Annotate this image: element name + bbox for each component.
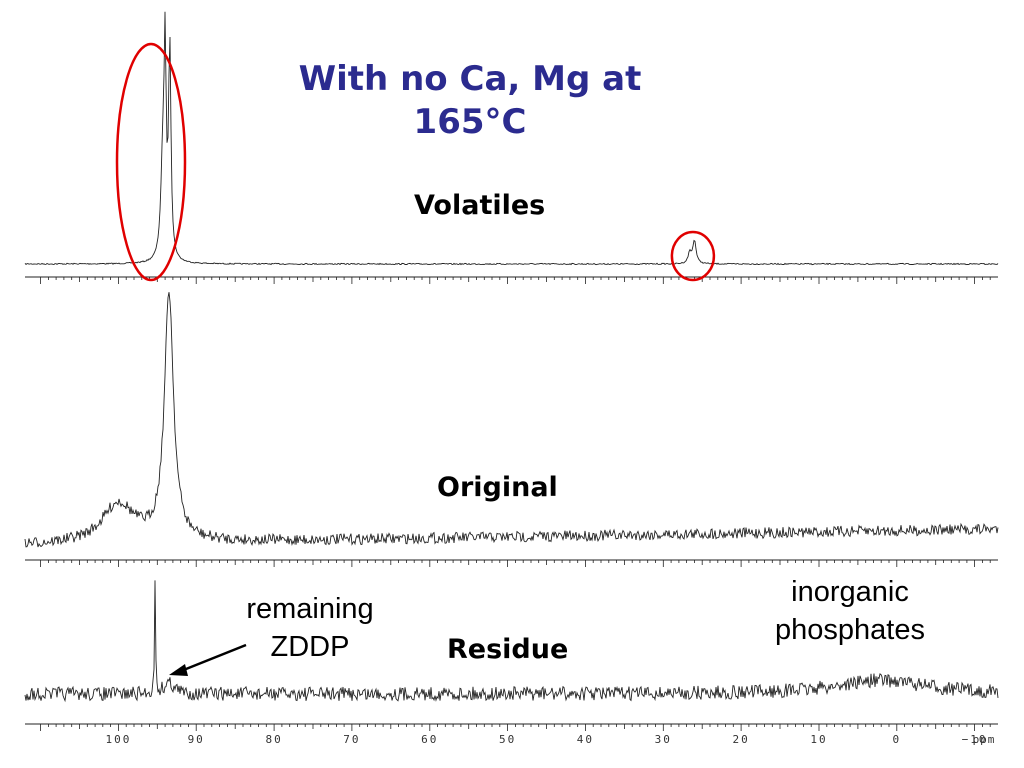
x-tick-label: 60: [421, 733, 438, 746]
x-tick-label: 20: [732, 733, 749, 746]
x-tick-label: 30: [655, 733, 672, 746]
slide-title-line1: With no Ca, Mg at: [298, 59, 642, 99]
x-tick-label: 0: [892, 733, 901, 746]
slide-title-line2: 165°C: [413, 102, 527, 142]
spectrum-trace-original: [24, 292, 999, 548]
spectrum-axes: [25, 276, 998, 731]
x-tick-label: 50: [499, 733, 516, 746]
x-tick-label: 40: [577, 733, 594, 746]
x-axis-label: ppm: [973, 733, 996, 746]
spectrum-traces: [24, 11, 999, 703]
residue-label: Residue: [447, 634, 569, 665]
slide-title: With no Ca, Mg at 165°C: [250, 58, 690, 144]
highlight-ellipse-zddp: [115, 42, 187, 282]
x-tick-label: 80: [265, 733, 282, 746]
x-tick-label: 100: [105, 733, 131, 746]
inorganic-phosphates-line1: inorganic: [791, 576, 909, 608]
inorganic-phosphates-annotation: inorganic phosphates: [755, 573, 945, 649]
zddp-arrow-line: [180, 643, 247, 673]
x-tick-label: 90: [188, 733, 205, 746]
x-tick-label: 10: [810, 733, 827, 746]
spectrum-trace-volatiles: [24, 11, 999, 266]
inorganic-phosphates-line2: phosphates: [775, 614, 925, 646]
volatiles-label: Volatiles: [414, 190, 546, 221]
remaining-zddp-annotation: remaining ZDDP: [225, 590, 395, 666]
zddp-arrow-head: [169, 664, 188, 676]
highlight-marks: [115, 42, 716, 676]
x-tick-label: 70: [343, 733, 360, 746]
highlight-ellipse-26ppm: [670, 230, 716, 282]
remaining-zddp-line1: remaining: [246, 593, 374, 625]
spectrum-trace-residue: [24, 580, 999, 703]
original-label: Original: [437, 472, 558, 503]
x-tick-label: −10: [962, 733, 988, 746]
remaining-zddp-line2: ZDDP: [270, 631, 350, 663]
